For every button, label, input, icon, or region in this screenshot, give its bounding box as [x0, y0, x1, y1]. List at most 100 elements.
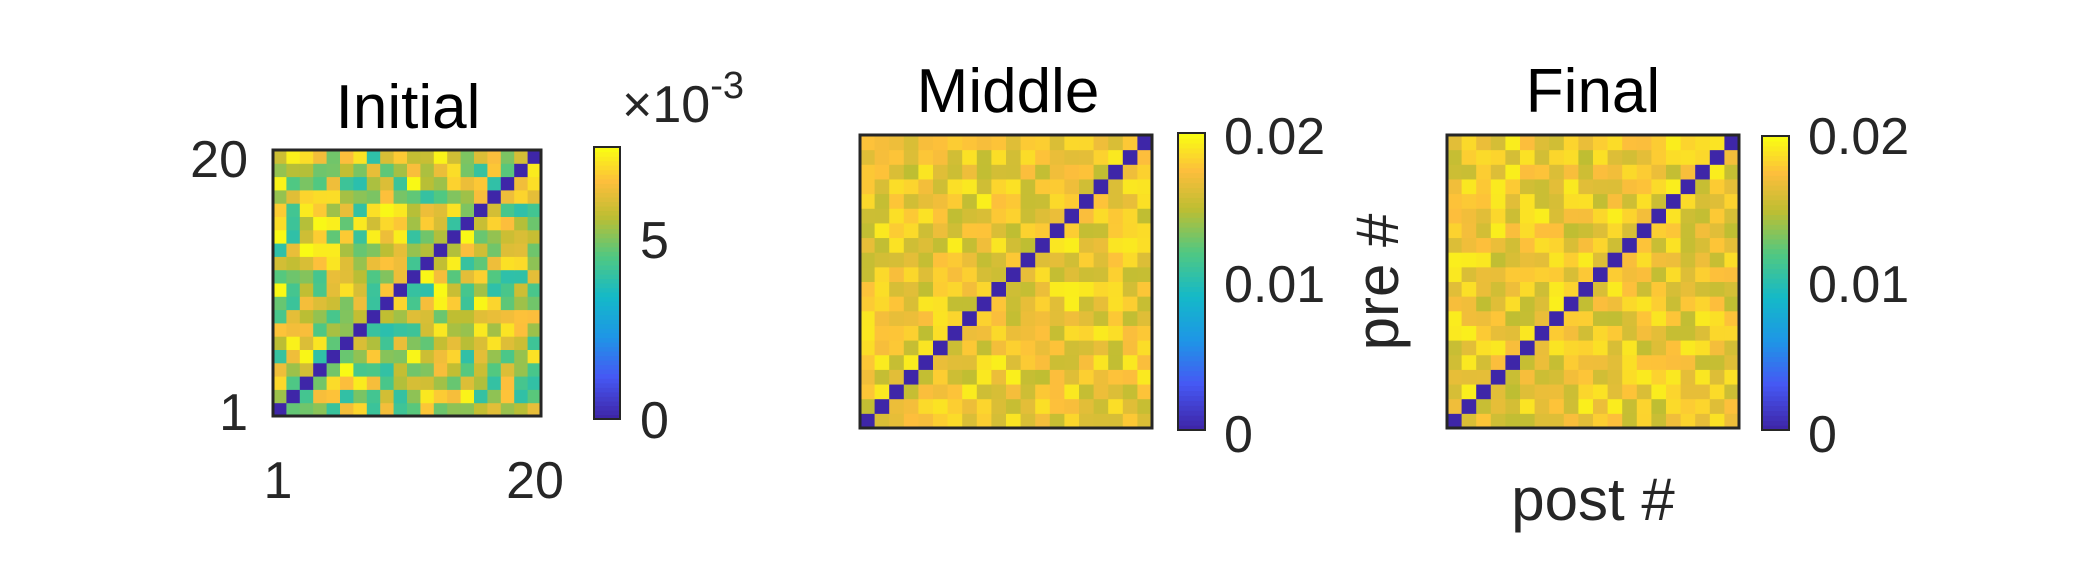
heatmap-cell [1447, 237, 1463, 253]
heatmap-cell [1035, 310, 1051, 326]
colorbar-segment [1762, 327, 1789, 333]
heatmap-cell [1666, 135, 1682, 151]
colorbar-segment [594, 310, 620, 316]
heatmap-cell [918, 296, 934, 312]
heatmap-cell [1108, 237, 1124, 253]
heatmap-cell [286, 322, 301, 337]
heatmap-cell [991, 266, 1007, 282]
heatmap-cell [1490, 193, 1506, 209]
heatmap-cell [1049, 149, 1065, 165]
heatmap-cell [1020, 266, 1036, 282]
colorbar-segment [1178, 142, 1205, 149]
heatmap-cell [991, 354, 1007, 370]
heatmap-cell [1505, 193, 1521, 209]
heatmap-cell [1680, 164, 1696, 180]
heatmap-cell [487, 322, 502, 337]
heatmap-cell [1447, 384, 1463, 400]
heatmap-cell [474, 256, 488, 271]
heatmap-cell [433, 216, 448, 231]
heatmap-diagonal-cell [1137, 135, 1153, 151]
heatmap-cell [1490, 266, 1506, 282]
heatmap-cell [1578, 178, 1594, 195]
colorbar-segment [1762, 307, 1789, 313]
heatmap-cell [933, 325, 949, 341]
heatmap-cell [500, 150, 515, 164]
heatmap-cell [340, 203, 354, 217]
heatmap-cell [299, 349, 314, 364]
heatmap-cell [947, 384, 963, 400]
heatmap-cell [1035, 164, 1051, 180]
heatmap-cell [447, 189, 462, 204]
heatmap-cell [918, 266, 934, 282]
heatmap-cell [1520, 252, 1536, 268]
heatmap-cell [874, 149, 890, 165]
colorbar-segment [1178, 187, 1205, 193]
heatmap-cell [1461, 354, 1477, 370]
colorbar-tick-initial-5: 5 [640, 212, 669, 270]
heatmap-cell [433, 229, 448, 244]
heatmap-cell [1020, 178, 1036, 195]
heatmap-cell [366, 296, 381, 311]
heatmap-cell [1108, 413, 1124, 429]
heatmap-cell [903, 281, 919, 297]
heatmap-cell [1079, 178, 1095, 195]
heatmap-cell [1461, 413, 1477, 429]
heatmap-cell [947, 398, 963, 414]
heatmap-cell [1108, 398, 1124, 414]
heatmap-cell [1666, 208, 1682, 224]
heatmap-cell [1622, 266, 1638, 282]
heatmap-cell [1035, 281, 1051, 297]
heatmap-cell [903, 193, 919, 209]
heatmap-cell [1064, 266, 1080, 282]
heatmap-cell [380, 203, 395, 217]
heatmap-cell [1461, 193, 1477, 209]
heatmap-cell [1093, 252, 1109, 268]
heatmap-cell [1461, 222, 1477, 239]
colorbar-segment [594, 301, 620, 307]
heatmap-cell [1520, 354, 1536, 370]
heatmap-cell [1724, 178, 1740, 195]
heatmap-cell [407, 376, 421, 390]
heatmap-cell [393, 309, 408, 324]
heatmap-cell [326, 402, 341, 417]
heatmap-cell [1563, 237, 1579, 253]
heatmap-cell [1607, 237, 1623, 253]
heatmap-cell [1093, 398, 1109, 414]
heatmap-cell [1695, 340, 1711, 356]
colorbar-segment [1178, 365, 1205, 372]
heatmap-cell [1049, 398, 1065, 414]
heatmap-cell [860, 369, 876, 385]
heatmap-cell [1724, 164, 1740, 180]
heatmap-cell [1709, 296, 1725, 312]
heatmap-cell [1093, 369, 1109, 385]
heatmap-cell [1636, 310, 1652, 326]
heatmap-cell [1607, 149, 1623, 165]
heatmap-cell [1122, 266, 1138, 282]
heatmap-cell [366, 283, 381, 297]
heatmap-cell [947, 296, 963, 312]
colorbar-frame [1761, 135, 1790, 431]
colorbar-segment [1178, 375, 1205, 382]
heatmap-diagonal-cell [903, 369, 919, 385]
heatmap-cell [447, 283, 462, 297]
heatmap-cell [1563, 384, 1579, 400]
heatmap-cell [1680, 398, 1696, 414]
heatmap-cell [1006, 149, 1022, 165]
colorbar-segment [1178, 157, 1205, 164]
heatmap-cell [273, 349, 287, 364]
heatmap-cell [527, 376, 542, 390]
heatmap-cell [487, 283, 502, 297]
heatmap-cell [299, 389, 314, 404]
heatmap-cell [1108, 135, 1124, 151]
heatmap-cell [487, 203, 502, 217]
heatmap-cell [1049, 413, 1065, 429]
heatmap-cell [1622, 178, 1638, 195]
colorbar-segment [594, 378, 620, 384]
heatmap-cell [1666, 413, 1682, 429]
heatmap-cell [313, 203, 328, 217]
colorbar-segment [1178, 306, 1205, 312]
heatmap-cell [1020, 237, 1036, 253]
heatmap-cell [933, 252, 949, 268]
heatmap-cell [947, 193, 963, 209]
heatmap-cell [460, 150, 475, 164]
